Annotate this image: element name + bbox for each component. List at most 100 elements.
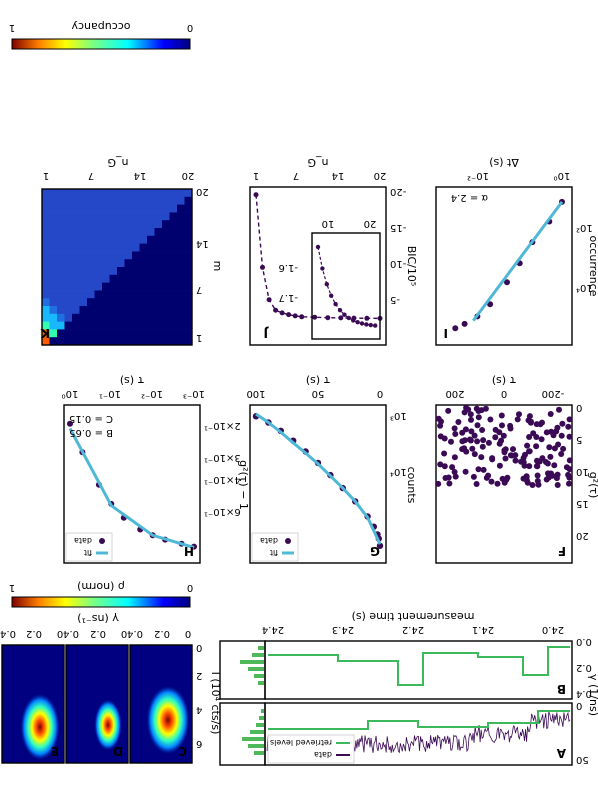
panel-k-cell [49, 251, 57, 260]
panel-f-point [468, 416, 474, 423]
panel-j-data-point [312, 314, 318, 320]
panel-k-cell [79, 196, 87, 205]
panel-k-cell [71, 290, 80, 299]
j-ytick-1: -15 [390, 222, 406, 233]
panel-k-cell [161, 336, 170, 345]
panel-i-data-point [487, 301, 494, 308]
panel-k-cell [109, 336, 117, 345]
k-ytick-14: 7 [196, 284, 202, 295]
panel-e-letter: E [51, 744, 59, 758]
panel-k-cell [139, 336, 147, 345]
panel-k-cell [94, 329, 102, 338]
panel-k-cell [154, 251, 162, 260]
i-xtick-1: 10⁻² [467, 170, 489, 181]
panel-k-cell [101, 305, 110, 314]
panel-k-cell [41, 251, 50, 260]
panel-k-cell [161, 212, 170, 221]
panel-k-cell [169, 274, 177, 283]
panel-k-cell [184, 219, 192, 228]
panel-f-point [547, 453, 554, 460]
panel-j-inset-frame [311, 232, 381, 340]
h-xtick-0: 10⁻³ [183, 388, 205, 399]
panel-k-cell [71, 188, 80, 197]
panel-b-levels [268, 646, 570, 686]
panel-k-cell [41, 227, 50, 236]
panel-k-cell [154, 212, 162, 221]
panel-k-cell [79, 219, 87, 228]
panel-k-cell [169, 196, 177, 205]
panel-k-cell [176, 282, 185, 291]
panel-a-hist-bar [254, 751, 264, 755]
panel-c: C [129, 644, 193, 764]
panel-a-letter: A [556, 746, 566, 760]
panel-f-point [446, 480, 453, 487]
panel-k-cell [146, 313, 155, 322]
panel-b-xtick-0: 24.0 [542, 624, 564, 635]
panel-k-cell [131, 196, 140, 205]
panel-f-point [480, 437, 487, 444]
panel-f-point [529, 482, 536, 488]
cde-ytick-4: 4 [196, 704, 202, 715]
panel-k-cell [184, 204, 192, 213]
k-ytick-1: 20 [196, 186, 209, 197]
panel-f-point [471, 451, 478, 458]
panel-k-cell [41, 243, 50, 252]
panel-a-hist-bar [259, 716, 264, 720]
panel-k-cell [56, 235, 65, 244]
panel-d-frame [65, 644, 129, 764]
panel-g-legend: fit data [251, 532, 299, 562]
panel-b-hist-bar [240, 660, 264, 664]
panel-k-cell [94, 282, 102, 291]
panel-k-cell [94, 227, 102, 236]
panel-k-cell [139, 204, 147, 213]
panel-k-cell [184, 188, 192, 197]
panel-k-cell [79, 188, 87, 197]
colorbar-top-tick-0: 0 [187, 582, 193, 593]
panel-b: B 0.0 0.2 0.4 24.0 24.1 24.2 24.3 24.4 m… [219, 610, 598, 716]
j-inset-xtick-1: 10 [322, 218, 335, 229]
panel-k-cell [124, 227, 132, 236]
panel-k-cell [154, 243, 162, 252]
panel-k-cell [56, 219, 65, 228]
panel-k-cell [131, 212, 140, 221]
panel-i-data-point [461, 320, 468, 327]
panel-k-cell [64, 274, 72, 283]
panel-f-point [534, 457, 540, 464]
panel-b-xtick-4: 24.4 [262, 624, 284, 635]
panel-k-cell [41, 290, 50, 299]
legend-data-label: data [314, 750, 332, 759]
panel-k-cell [139, 251, 147, 260]
panel-k-cell [49, 196, 57, 205]
panel-k-cell [94, 219, 102, 228]
panel-f-point [485, 439, 492, 446]
panel-k-cell [49, 290, 57, 299]
panel-f-point [435, 415, 442, 422]
panel-k-cell [124, 336, 132, 345]
panel-k-cell [101, 235, 110, 244]
panel-k-cell [184, 243, 192, 252]
panel-k-cell [131, 227, 140, 236]
panel-k-cell [184, 251, 192, 260]
panel-k-cell [124, 282, 132, 291]
e-xtick-2: 0.4 [0, 628, 16, 639]
panel-h-legend: fit data [65, 532, 113, 562]
panel-k-cell [146, 258, 155, 267]
panel-i-plot [452, 198, 565, 332]
panel-k-cell [131, 274, 140, 283]
f-ytick-15: 15 [576, 498, 589, 509]
panel-f-point [544, 460, 551, 467]
panel-k-cell [146, 282, 155, 291]
panel-k-cell [49, 336, 57, 345]
panel-f-point [522, 451, 528, 458]
cde-ylabel: I (10⁴ cts/s) [209, 672, 222, 735]
panel-k-cell [116, 282, 125, 291]
h-ytick-4: 4×10⁻¹ [204, 474, 241, 485]
panel-f-point [488, 478, 495, 485]
panel-k-cell [49, 329, 57, 338]
panel-k-cell [94, 290, 102, 299]
panel-k-cell [64, 251, 72, 260]
panel-b-ytick-0: 0.0 [576, 636, 592, 647]
panel-j-data-point [364, 315, 370, 321]
panel-k-cell [184, 297, 192, 306]
panel-k-cell [154, 196, 162, 205]
